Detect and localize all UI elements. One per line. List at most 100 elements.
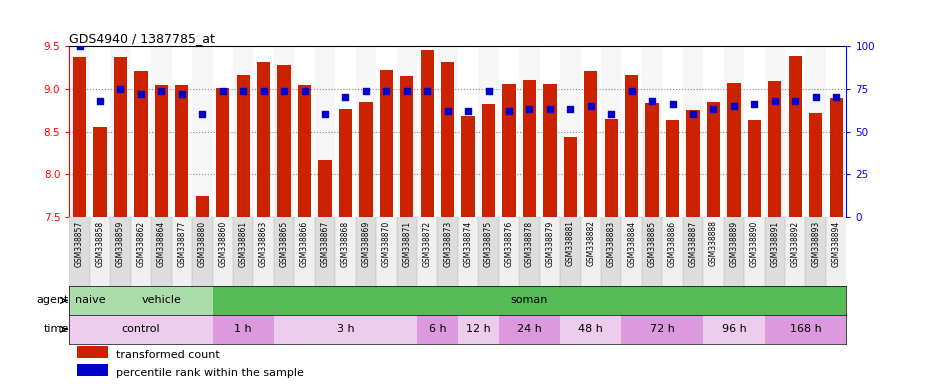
Point bbox=[133, 91, 148, 97]
Bar bbox=[666, 119, 679, 217]
Bar bbox=[421, 50, 434, 217]
Bar bbox=[257, 62, 270, 217]
Bar bbox=[830, 98, 843, 217]
Bar bbox=[438, 46, 458, 217]
Bar bbox=[785, 46, 806, 217]
Bar bbox=[765, 315, 846, 344]
Text: GSM338894: GSM338894 bbox=[832, 220, 841, 266]
Bar bbox=[335, 46, 355, 217]
Point bbox=[216, 88, 230, 94]
Text: GSM338859: GSM338859 bbox=[116, 220, 125, 266]
Bar bbox=[69, 286, 110, 315]
Point bbox=[297, 88, 312, 94]
Bar bbox=[114, 57, 127, 217]
Text: GSM338890: GSM338890 bbox=[750, 220, 758, 266]
Text: percentile rank within the sample: percentile rank within the sample bbox=[116, 368, 304, 378]
Bar bbox=[703, 46, 723, 217]
Point bbox=[584, 103, 598, 109]
Bar bbox=[826, 46, 846, 217]
Bar bbox=[523, 80, 536, 217]
Bar bbox=[298, 84, 311, 217]
Bar bbox=[154, 85, 168, 217]
Bar bbox=[213, 217, 233, 286]
Bar bbox=[417, 315, 458, 344]
Bar bbox=[585, 71, 598, 217]
Bar bbox=[662, 46, 683, 217]
Bar bbox=[438, 217, 458, 286]
Bar bbox=[642, 217, 662, 286]
Bar bbox=[723, 217, 744, 286]
Text: control: control bbox=[121, 324, 160, 334]
Bar bbox=[151, 217, 172, 286]
Bar bbox=[376, 46, 397, 217]
Bar bbox=[379, 70, 393, 217]
Bar bbox=[683, 46, 703, 217]
Bar bbox=[233, 46, 253, 217]
Text: GSM338883: GSM338883 bbox=[607, 220, 616, 266]
Bar bbox=[561, 217, 581, 286]
Text: GSM338868: GSM338868 bbox=[341, 220, 350, 266]
Point bbox=[726, 103, 741, 109]
Point bbox=[72, 43, 87, 49]
Text: GSM338872: GSM338872 bbox=[423, 220, 432, 266]
Bar bbox=[744, 46, 765, 217]
Bar bbox=[601, 217, 622, 286]
Bar bbox=[233, 217, 253, 286]
Point bbox=[195, 111, 210, 118]
Bar bbox=[339, 109, 352, 217]
Text: GSM338865: GSM338865 bbox=[279, 220, 289, 266]
Text: GSM338881: GSM338881 bbox=[566, 220, 574, 266]
Point bbox=[154, 88, 168, 94]
Point bbox=[747, 101, 762, 107]
Text: 48 h: 48 h bbox=[578, 324, 603, 334]
Bar bbox=[727, 83, 741, 217]
Bar bbox=[458, 315, 499, 344]
Bar bbox=[826, 217, 846, 286]
Bar bbox=[662, 217, 683, 286]
Bar bbox=[744, 217, 765, 286]
Text: GSM338887: GSM338887 bbox=[688, 220, 697, 266]
Bar bbox=[441, 62, 454, 217]
Point bbox=[563, 106, 578, 113]
Text: GSM338861: GSM338861 bbox=[239, 220, 248, 266]
Bar bbox=[458, 46, 478, 217]
Point bbox=[645, 98, 660, 104]
Point bbox=[768, 98, 783, 104]
Text: GSM338878: GSM338878 bbox=[525, 220, 534, 266]
Text: GSM338888: GSM338888 bbox=[709, 220, 718, 266]
Text: GSM338860: GSM338860 bbox=[218, 220, 228, 266]
Bar bbox=[314, 46, 335, 217]
Bar bbox=[130, 46, 151, 217]
Point bbox=[788, 98, 803, 104]
Text: GSM338857: GSM338857 bbox=[75, 220, 84, 266]
Bar bbox=[605, 119, 618, 217]
Bar bbox=[539, 217, 561, 286]
Text: 3 h: 3 h bbox=[337, 324, 354, 334]
Text: vehicle: vehicle bbox=[142, 295, 181, 306]
Bar bbox=[151, 46, 172, 217]
Bar bbox=[134, 71, 148, 217]
Text: GSM338867: GSM338867 bbox=[320, 220, 329, 266]
Bar bbox=[318, 160, 331, 217]
Text: GSM338885: GSM338885 bbox=[648, 220, 657, 266]
Bar bbox=[93, 127, 106, 217]
Bar bbox=[175, 85, 189, 217]
Bar bbox=[561, 46, 581, 217]
Text: GSM338880: GSM338880 bbox=[198, 220, 207, 266]
Text: agent: agent bbox=[37, 295, 69, 306]
Bar bbox=[785, 217, 806, 286]
Bar bbox=[213, 286, 846, 315]
Point bbox=[461, 108, 475, 114]
Bar bbox=[519, 217, 539, 286]
Bar bbox=[502, 84, 515, 217]
Text: 72 h: 72 h bbox=[650, 324, 674, 334]
Text: GSM338875: GSM338875 bbox=[484, 220, 493, 266]
Bar bbox=[130, 217, 151, 286]
Text: GSM338889: GSM338889 bbox=[730, 220, 738, 266]
Bar bbox=[335, 217, 355, 286]
Point bbox=[113, 86, 128, 92]
Bar bbox=[397, 46, 417, 217]
Text: GSM338891: GSM338891 bbox=[771, 220, 779, 266]
Text: 12 h: 12 h bbox=[466, 324, 490, 334]
Point bbox=[706, 106, 721, 113]
